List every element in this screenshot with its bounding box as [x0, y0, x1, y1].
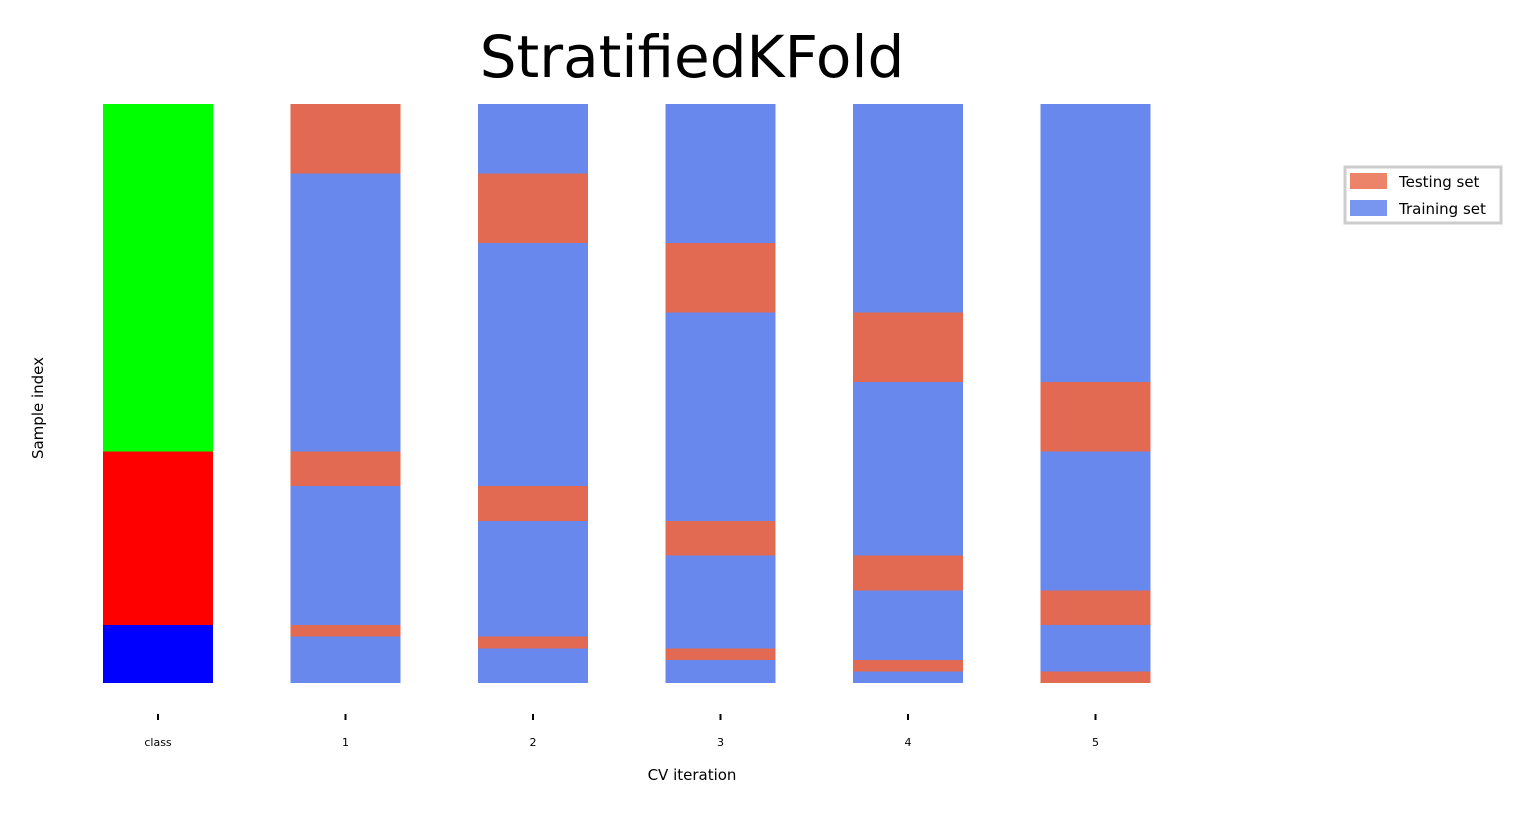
fold-2-testing-segment-3 [478, 636, 588, 649]
fold-3-testing-segment-2 [665, 520, 776, 556]
fold-4-testing-segment-2 [853, 555, 963, 591]
legend: Testing set Training set [1343, 165, 1503, 225]
x-tick-label-5: 5 [1092, 736, 1099, 749]
fold-1-testing-segment-3 [290, 625, 401, 637]
legend-label-training: Training set [1398, 200, 1486, 218]
fold-1-testing-segment-2 [290, 451, 401, 487]
x-tick-label-3: 3 [717, 736, 724, 749]
chart-title: StratifiedKFold [480, 23, 905, 91]
legend-swatch-testing [1350, 173, 1387, 189]
fold-5-testing-segment-2 [1040, 590, 1151, 626]
class-segment-1 [103, 104, 213, 452]
fold-3-training-bar [665, 104, 776, 683]
legend-label-testing: Testing set [1398, 173, 1480, 191]
fold-5-testing-segment-1 [1040, 381, 1151, 452]
fold-4-testing-segment-1 [853, 312, 963, 382]
x-tick-label-2: 2 [530, 736, 537, 749]
fold-1-testing-segment-1 [290, 104, 401, 174]
x-tick-label-class: class [144, 736, 172, 749]
x-tick-label-4: 4 [905, 736, 912, 749]
x-axis-label: CV iteration [648, 766, 737, 784]
fold-4-testing-segment-3 [853, 659, 963, 672]
fold-5-testing-segment-3 [1040, 671, 1151, 683]
fold-4-training-bar [853, 104, 963, 683]
plot-area [103, 104, 1151, 683]
y-axis-label: Sample index [29, 357, 47, 459]
fold-2-testing-segment-2 [478, 486, 588, 521]
legend-swatch-training [1350, 200, 1387, 216]
x-tick-label-1: 1 [342, 736, 349, 749]
class-segment-2 [103, 451, 213, 626]
class-segment-3 [103, 625, 213, 683]
fold-3-testing-segment-1 [665, 242, 776, 313]
fold-3-testing-segment-3 [665, 648, 776, 660]
x-axis-ticks: class 1 2 3 4 5 [144, 714, 1099, 749]
fold-2-testing-segment-1 [478, 173, 588, 243]
fold-1-training-bar [290, 104, 401, 683]
